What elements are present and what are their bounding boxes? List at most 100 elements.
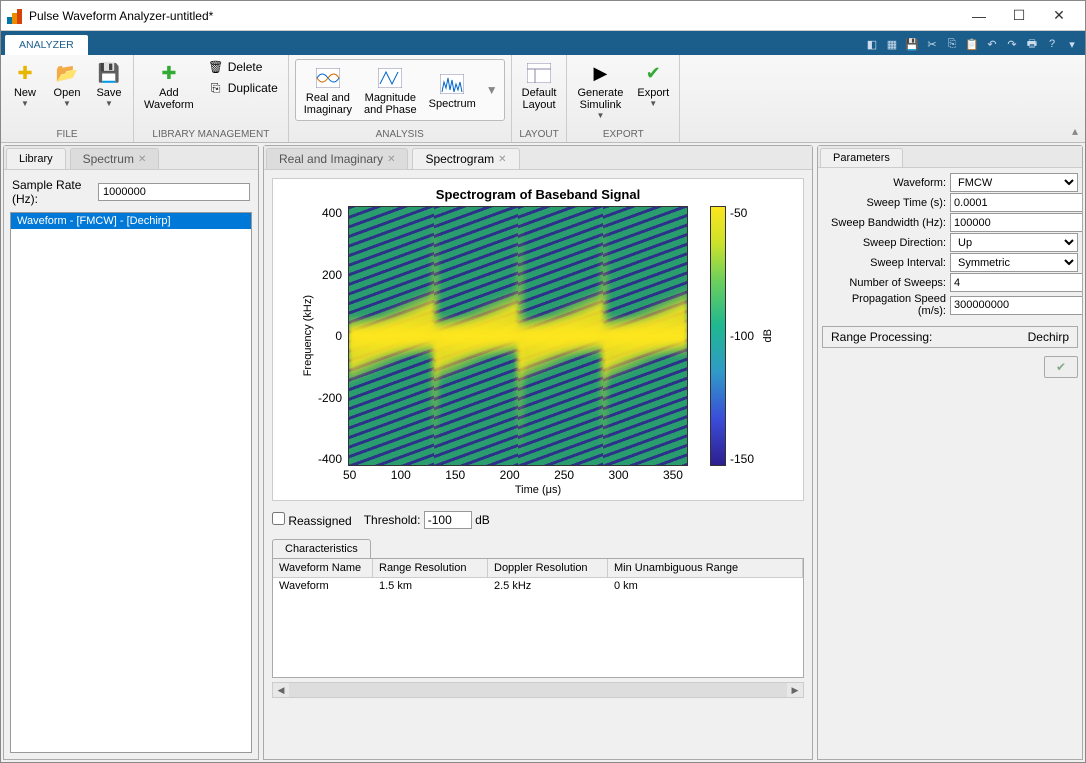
qa-cut-icon[interactable]: ✂: [923, 35, 941, 53]
range-processing-value: Dechirp: [1028, 330, 1069, 344]
export-button[interactable]: ✔Export▼: [631, 57, 675, 110]
param-row: Sweep Direction:Up: [822, 233, 1078, 252]
group-library: ✚Add Waveform 🗑Delete ⎘Duplicate LIBRARY…: [134, 55, 289, 142]
waveform-list[interactable]: Waveform - [FMCW] - [Dechirp]: [10, 212, 252, 753]
magnitude-phase-button[interactable]: Magnitude and Phase: [358, 62, 423, 118]
horizontal-scrollbar[interactable]: ◀▶: [272, 682, 804, 698]
sample-rate-label: Sample Rate (Hz):: [12, 178, 94, 206]
param-input[interactable]: [950, 296, 1082, 315]
qa-icon-1[interactable]: ◧: [863, 35, 881, 53]
plot-title: Spectrogram of Baseband Signal: [281, 187, 795, 202]
tab-spectrogram[interactable]: Spectrogram✕: [412, 148, 519, 169]
tab-characteristics[interactable]: Characteristics: [272, 539, 371, 558]
colorbar-ticks: -50-100-150: [730, 206, 754, 466]
range-processing-label: Range Processing:: [831, 330, 932, 344]
threshold-label: Threshold:: [364, 513, 421, 527]
tab-real-imaginary[interactable]: Real and Imaginary✕: [266, 148, 408, 169]
param-input[interactable]: FMCW: [950, 173, 1078, 192]
main-area: Library Spectrum✕ Sample Rate (Hz): Wave…: [1, 143, 1085, 762]
plot-controls: Reassigned Threshold: dB: [268, 505, 808, 535]
y-axis-label: Frequency (kHz): [302, 295, 314, 376]
library-panel: Library Spectrum✕ Sample Rate (Hz): Wave…: [3, 145, 259, 760]
tab-spectrum[interactable]: Spectrum✕: [70, 148, 160, 169]
group-file: ✚New▼ 📂Open▼ 💾Save▼ FILE: [1, 55, 134, 142]
tab-parameters[interactable]: Parameters: [820, 148, 903, 167]
param-row: Sweep Bandwidth (Hz):: [822, 213, 1078, 232]
param-input[interactable]: [950, 193, 1082, 212]
col-header[interactable]: Range Resolution: [373, 559, 488, 577]
param-input[interactable]: [950, 213, 1082, 232]
param-row: Sweep Time (s):: [822, 193, 1078, 212]
spectrogram-canvas[interactable]: [348, 206, 688, 466]
qa-undo-icon[interactable]: ↶: [983, 35, 1001, 53]
group-library-label: LIBRARY MANAGEMENT: [138, 128, 284, 142]
generate-simulink-button[interactable]: ▶Generate Simulink▼: [571, 57, 629, 122]
minimize-button[interactable]: —: [959, 2, 999, 30]
sample-rate-input[interactable]: [98, 183, 250, 201]
param-label: Sweep Interval:: [822, 257, 950, 269]
table-row[interactable]: Waveform 1.5 km 2.5 kHz 0 km: [273, 578, 803, 594]
app-logo-icon: [7, 8, 23, 24]
threshold-input[interactable]: [424, 511, 472, 529]
spectrum-icon: [440, 72, 464, 96]
range-processing-row[interactable]: Range Processing: Dechirp: [822, 326, 1078, 348]
reassigned-checkbox-label[interactable]: Reassigned: [272, 512, 352, 528]
save-icon: 💾: [97, 61, 121, 85]
save-button[interactable]: 💾Save▼: [89, 57, 129, 110]
param-input[interactable]: Symmetric: [950, 253, 1078, 272]
threshold-unit: dB: [475, 513, 490, 527]
col-header[interactable]: Waveform Name: [273, 559, 373, 577]
qa-print-icon[interactable]: 🖶: [1023, 35, 1041, 53]
list-item[interactable]: Waveform - [FMCW] - [Dechirp]: [11, 213, 251, 229]
spectrum-button[interactable]: Spectrum: [423, 68, 482, 112]
reassigned-checkbox[interactable]: [272, 512, 285, 525]
param-input[interactable]: [950, 273, 1082, 292]
group-layout: Default Layout LAYOUT: [512, 55, 568, 142]
add-waveform-button[interactable]: ✚Add Waveform: [138, 57, 200, 113]
qa-paste-icon[interactable]: 📋: [963, 35, 981, 53]
close-icon[interactable]: ✕: [387, 154, 395, 165]
open-button[interactable]: 📂Open▼: [47, 57, 87, 110]
new-button[interactable]: ✚New▼: [5, 57, 45, 110]
default-layout-button[interactable]: Default Layout: [516, 57, 563, 113]
qa-more-icon[interactable]: ▾: [1063, 35, 1081, 53]
param-row: Propagation Speed (m/s):: [822, 293, 1078, 317]
qa-icon-2[interactable]: ▦: [883, 35, 901, 53]
group-export-label: EXPORT: [571, 128, 675, 142]
close-icon[interactable]: ✕: [138, 154, 146, 165]
close-icon[interactable]: ✕: [498, 154, 506, 165]
y-ticks: 4002000-200-400: [318, 206, 344, 466]
col-header[interactable]: Min Unambiguous Range: [608, 559, 803, 577]
real-imaginary-button[interactable]: Real and Imaginary: [298, 62, 358, 118]
toolstrip-collapse-button[interactable]: ▴: [1065, 55, 1085, 142]
duplicate-button[interactable]: ⎘Duplicate: [202, 78, 284, 98]
simulink-icon: ▶: [588, 61, 612, 85]
tab-analyzer[interactable]: ANALYZER: [5, 35, 88, 55]
delete-icon: 🗑: [208, 59, 224, 75]
close-button[interactable]: ✕: [1039, 2, 1079, 30]
param-label: Waveform:: [822, 177, 950, 189]
param-input[interactable]: Up: [950, 233, 1078, 252]
param-row: Sweep Interval:Symmetric: [822, 253, 1078, 272]
parameters-panel: Parameters Waveform:FMCWSweep Time (s):S…: [817, 145, 1083, 760]
new-icon: ✚: [13, 61, 37, 85]
center-panel: Real and Imaginary✕ Spectrogram✕ Spectro…: [263, 145, 813, 760]
group-file-label: FILE: [5, 128, 129, 142]
qa-save-icon[interactable]: 💾: [903, 35, 921, 53]
group-layout-label: LAYOUT: [516, 128, 563, 142]
group-analysis-label: ANALYSIS: [293, 128, 507, 142]
add-icon: ✚: [157, 61, 181, 85]
qa-redo-icon[interactable]: ↷: [1003, 35, 1021, 53]
maximize-button[interactable]: ☐: [999, 2, 1039, 30]
tab-library[interactable]: Library: [6, 148, 66, 169]
qa-copy-icon[interactable]: ⎘: [943, 35, 961, 53]
qa-help-icon[interactable]: ?: [1043, 35, 1061, 53]
magphase-icon: [378, 66, 402, 90]
characteristics-table: Waveform Name Range Resolution Doppler R…: [272, 558, 804, 678]
characteristics-panel: Characteristics Waveform Name Range Reso…: [272, 539, 804, 678]
analysis-dropdown[interactable]: ▼: [482, 83, 502, 97]
quickaccess-toolbar: ◧ ▦ 💾 ✂ ⎘ 📋 ↶ ↷ 🖶 ? ▾: [863, 35, 1081, 55]
delete-button[interactable]: 🗑Delete: [202, 57, 284, 77]
apply-button[interactable]: ✔: [1044, 356, 1078, 378]
col-header[interactable]: Doppler Resolution: [488, 559, 608, 577]
